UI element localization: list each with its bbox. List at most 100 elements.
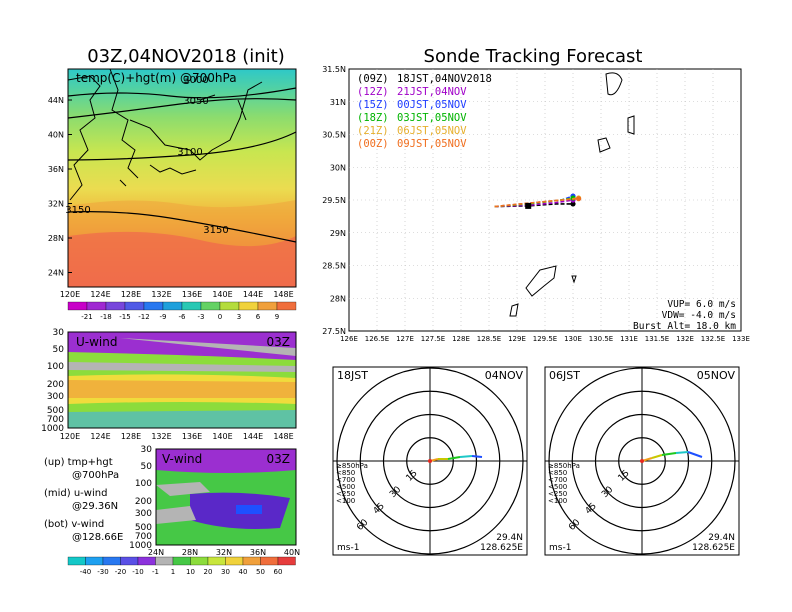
colorbar-swatch xyxy=(238,301,259,311)
level-label: <850 xyxy=(548,469,567,477)
level-label: <500 xyxy=(548,483,567,491)
pressure-tick-label: 500 xyxy=(135,523,152,533)
uwind-frame xyxy=(67,331,297,429)
colorbar-label: 6 xyxy=(256,313,261,321)
legend-code: (21Z) xyxy=(357,125,389,137)
hodograph-segment xyxy=(687,451,703,458)
lat-tick-label: 31N xyxy=(330,98,346,107)
colorbar-label: 60 xyxy=(274,568,283,576)
lat-tick-label: 28.5N xyxy=(322,262,346,271)
pressure-tick-label: 300 xyxy=(135,509,152,519)
panel-lat: 29.4N xyxy=(708,533,735,543)
pressure-tick-label: 50 xyxy=(53,345,65,355)
colorbar-label: -10 xyxy=(132,568,143,576)
lat-tick-label: 36N xyxy=(250,548,266,557)
lat-tick-label: 30.5N xyxy=(322,131,346,140)
uwind-time: 03Z xyxy=(267,335,291,349)
param-text: VDW= -4.0 m/s xyxy=(662,310,736,321)
lon-tick-label: 120E xyxy=(60,432,80,441)
track-end-point xyxy=(576,196,582,202)
lat-tick-label: 40N xyxy=(284,548,300,557)
lon-tick-label: 136E xyxy=(182,290,202,299)
lon-tick-label: 144E xyxy=(243,290,263,299)
level-label: ≥850hPa xyxy=(336,462,368,470)
legend-code: (09Z) xyxy=(357,73,389,85)
lat-tick-label: 36N xyxy=(48,165,64,174)
lon-tick-label: 128E xyxy=(121,432,141,441)
pressure-tick-label: 200 xyxy=(135,497,152,507)
island xyxy=(509,303,519,317)
legend-code: (00Z) xyxy=(357,138,389,150)
uwind-lon-ticks: 120E 124E 128E 132E 136E 140E 144E 148E xyxy=(60,432,294,441)
lon-tick-label: 132E xyxy=(151,432,171,441)
panel-date: 04NOV xyxy=(485,369,524,382)
contour-line xyxy=(67,98,297,119)
legend-text: 06JST,05NOV xyxy=(397,125,467,137)
lat-tick-label: 24N xyxy=(48,269,64,278)
legend-text: 18JST,04NOV2018 xyxy=(397,73,492,85)
vwind-top xyxy=(156,449,296,473)
note-line1: (up) tmp+hgt xyxy=(44,457,113,468)
contour-label: 3150 xyxy=(203,225,228,236)
colorbar-swatch xyxy=(260,556,279,566)
lat-tick-label: 29.5N xyxy=(322,196,346,205)
island xyxy=(627,115,635,135)
pressure-tick-label: 100 xyxy=(135,479,152,489)
hodograph-segment xyxy=(471,455,483,458)
colorbar-label: 0 xyxy=(218,313,222,321)
lon-tick-label: 128.5E xyxy=(477,335,501,343)
unit-label: ms-1 xyxy=(337,543,359,553)
lat-tick-label: 40N xyxy=(48,131,64,140)
level-label: <250 xyxy=(548,490,567,498)
hodograph-segment xyxy=(661,452,677,456)
coastline-continent xyxy=(67,75,101,201)
pressure-tick-label: 30 xyxy=(53,328,65,338)
coastline xyxy=(109,68,263,187)
colorbar-label: -18 xyxy=(100,313,111,321)
param-text: VUP= 6.0 m/s xyxy=(667,299,736,310)
pressure-tick-label: 50 xyxy=(141,462,153,472)
panel-time: 06JST xyxy=(549,369,580,382)
hodograph-origin xyxy=(640,459,644,463)
island xyxy=(597,137,611,153)
vwind-gray xyxy=(156,482,210,496)
island xyxy=(571,275,577,284)
lon-tick-label: 132.5E xyxy=(701,335,725,343)
colorbar-label: -30 xyxy=(97,568,108,576)
param-text: Burst Alt= 18.0 km xyxy=(633,321,736,332)
colorbar-swatch xyxy=(155,556,174,566)
hodograph-segment xyxy=(447,456,461,460)
track-map: 31.5N 31N 30.5N 30N 29.5N 29N 28.5N 28N 27.5N 12… xyxy=(322,65,750,343)
colorbar-swatch xyxy=(277,556,296,566)
colorbar-swatch xyxy=(190,556,209,566)
track-series xyxy=(494,193,582,209)
lon-tick-label: 131.5E xyxy=(645,335,669,343)
colorbar-label: -20 xyxy=(115,568,126,576)
lon-tick-label: 130E xyxy=(564,335,582,343)
legend-text: 03JST,05NOV xyxy=(397,112,467,124)
track-title: Sonde Tracking Forecast xyxy=(424,46,643,67)
uwind-gray-band xyxy=(68,362,296,372)
contour-labels: 3000 3050 3100 3150 3150 xyxy=(65,75,228,236)
colorbar-swatch xyxy=(102,556,121,566)
colorbar-label: 3 xyxy=(237,313,241,321)
lon-tick-label: 144E xyxy=(243,432,263,441)
legend-text: 00JST,05NOV xyxy=(397,99,467,111)
panel-lon: 128.625E xyxy=(480,543,523,553)
lat-tick-label: 28N xyxy=(48,234,64,243)
colorbar-swatch xyxy=(257,301,278,311)
island xyxy=(525,265,557,297)
colorbar-swatch xyxy=(86,301,107,311)
map-label: temp(C)+hgt(m) @700hPa xyxy=(76,71,237,85)
colorbar-swatch xyxy=(67,301,88,311)
contour-line xyxy=(67,211,297,243)
colorbar-label: -21 xyxy=(81,313,92,321)
lon-tick-label: 130.5E xyxy=(589,335,613,343)
colorbar-swatch xyxy=(120,556,139,566)
lon-tick-label: 133E xyxy=(732,335,750,343)
